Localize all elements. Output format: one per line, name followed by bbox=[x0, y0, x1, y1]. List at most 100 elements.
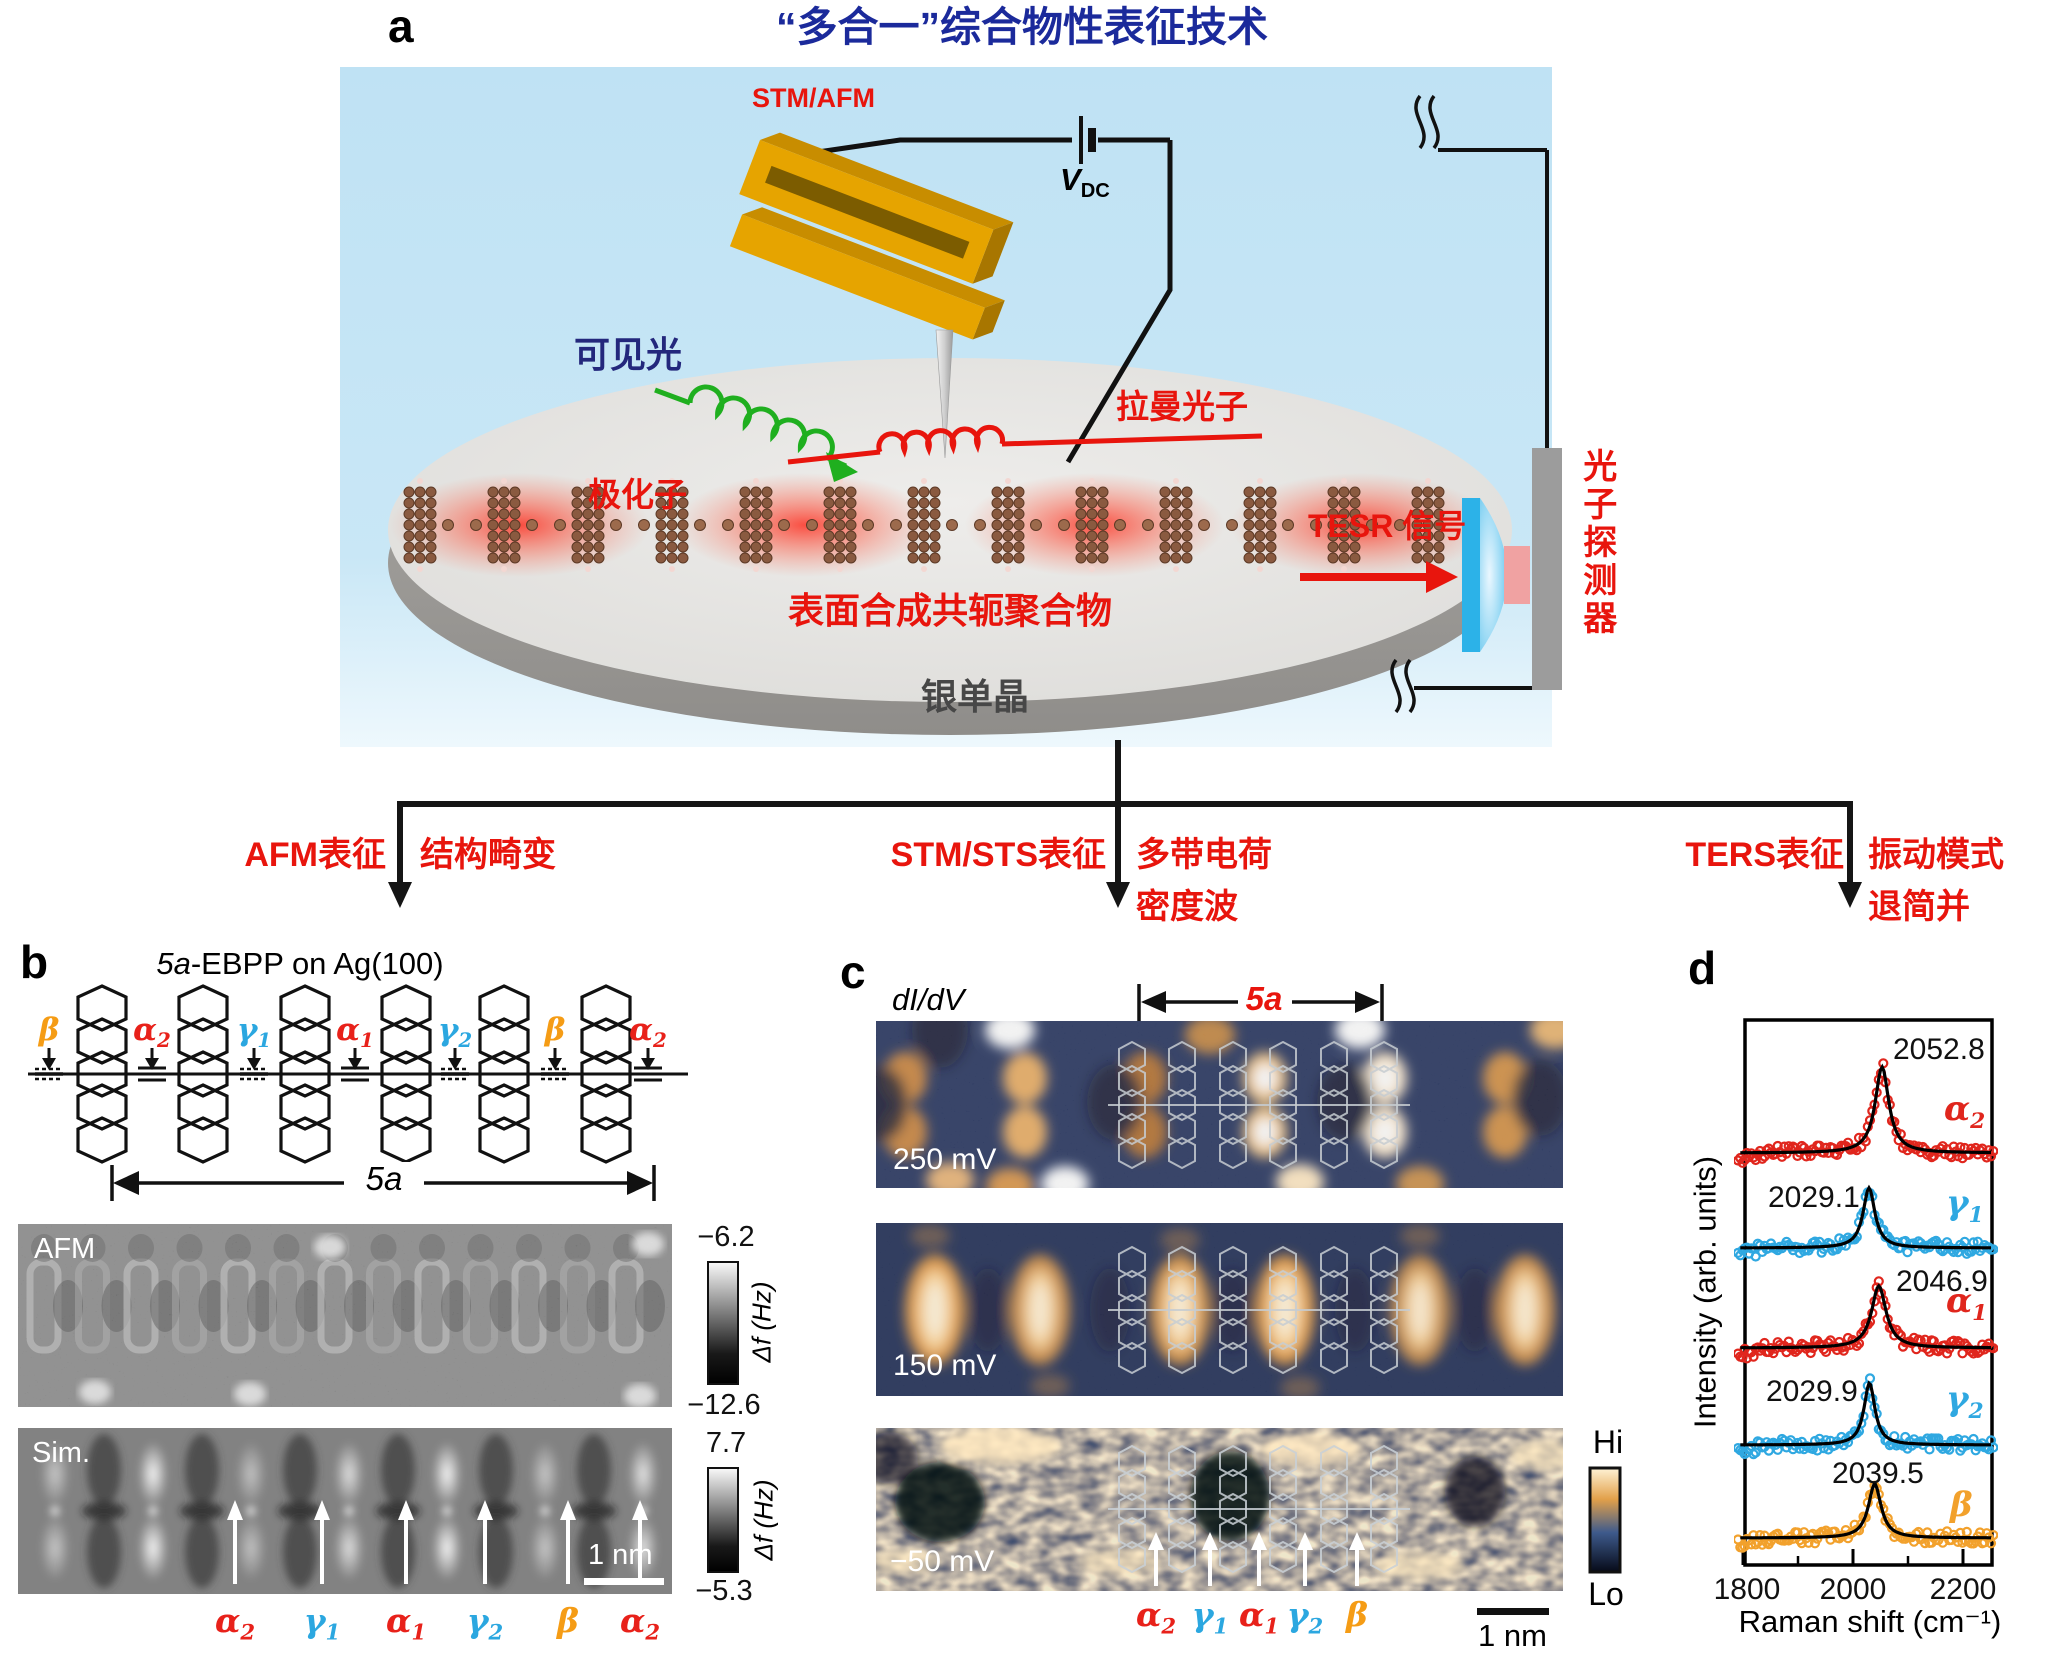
bond-label: γ2 bbox=[437, 1012, 473, 1053]
detector-circuit-wire bbox=[1390, 94, 1549, 714]
sim-cbar-max: 7.7 bbox=[705, 1427, 747, 1459]
bond-label: α2 bbox=[629, 1012, 667, 1053]
didv-map-neg50mV bbox=[876, 1428, 1563, 1591]
site-label: γ1 bbox=[303, 1601, 341, 1645]
didv-map-150mV bbox=[876, 1223, 1563, 1396]
y-axis-label: Intensity (arb. units) bbox=[1687, 1155, 1723, 1429]
panel-b-label: b bbox=[20, 936, 49, 988]
peak-value-label: 2046.9 bbox=[1896, 1265, 1988, 1298]
series-label: γ1 bbox=[1946, 1183, 1984, 1228]
afm-cbar-min: −12.6 bbox=[687, 1389, 761, 1421]
branch-ters-method: TERS表征 bbox=[1685, 836, 1844, 874]
branch-stm-method: STM/STS表征 bbox=[890, 836, 1106, 874]
bias-circuit-wire bbox=[817, 137, 1173, 464]
sim-image bbox=[18, 1428, 672, 1594]
wire-break-icon bbox=[1390, 658, 1416, 714]
polymer-chain bbox=[390, 473, 1490, 577]
stm-cbar-lo: Lo bbox=[1588, 1576, 1624, 1612]
peak-value-label: 2039.5 bbox=[1832, 1457, 1924, 1490]
sim-colorbar bbox=[707, 1467, 739, 1573]
afm-cbar-unit: Δf (Hz) bbox=[746, 1281, 777, 1363]
photon-waves bbox=[654, 384, 1263, 482]
series-label: β bbox=[1950, 1485, 1973, 1525]
site-label: α1 bbox=[385, 1601, 427, 1645]
photon-detector-label: 光子探测器 bbox=[1577, 448, 1616, 638]
substrate-label: 银单晶 bbox=[920, 676, 1030, 717]
branch-ters-outcome1: 振动模式 bbox=[1868, 836, 2004, 874]
figure-title: “多合一”综合物性表征技术 bbox=[776, 4, 1268, 50]
bias-label-250: 250 mV bbox=[893, 1143, 997, 1176]
bond-label: β bbox=[544, 1012, 566, 1048]
x-tick-2200: 2200 bbox=[1929, 1573, 1997, 1606]
battery-icon bbox=[1079, 116, 1096, 164]
peak-value-label: 2052.8 bbox=[1893, 1033, 1985, 1066]
tesr-arrow-icon bbox=[1300, 561, 1458, 593]
branch-afm-method: AFM表征 bbox=[244, 836, 386, 874]
series-label: γ2 bbox=[1946, 1379, 1984, 1424]
bond-label: γ1 bbox=[236, 1012, 272, 1053]
afm-image-label: AFM bbox=[34, 1233, 96, 1265]
collection-lens-icon bbox=[1462, 498, 1507, 652]
panel-c-label: c bbox=[840, 946, 866, 998]
site-label: β bbox=[1346, 1595, 1368, 1634]
site-label: β bbox=[557, 1601, 579, 1640]
afm-cbar-max: −6.2 bbox=[697, 1221, 755, 1253]
raman-spectra-plot bbox=[1734, 1018, 1998, 1567]
detector-window-icon bbox=[1504, 546, 1530, 604]
branch-arrow-afm bbox=[388, 805, 412, 908]
site-label: γ2 bbox=[466, 1601, 504, 1645]
unit-cell-dimension-b bbox=[110, 1165, 656, 1201]
site-label: α2 bbox=[619, 1601, 661, 1645]
sim-cbar-min: −5.3 bbox=[695, 1575, 753, 1607]
method-branch-tree bbox=[388, 740, 1862, 908]
bond-label: β bbox=[38, 1012, 60, 1048]
peak-value-label: 2029.1 bbox=[1768, 1181, 1860, 1214]
branch-ters-outcome2: 退简并 bbox=[1868, 888, 1970, 926]
panel-a-scene bbox=[340, 67, 1562, 747]
cantilever-icon bbox=[729, 132, 1014, 340]
unit-span-label-c: 5a bbox=[1245, 980, 1283, 1017]
stm-scalebar-label: 1 nm bbox=[1478, 1618, 1547, 1653]
site-label: α1 bbox=[1238, 1595, 1280, 1639]
panel-a-label: a bbox=[388, 0, 414, 52]
panel-b-title: 5a-EBPP on Ag(100) bbox=[156, 946, 444, 981]
photon-detector-bar bbox=[1532, 448, 1562, 690]
branch-arrow-stm bbox=[1106, 805, 1130, 908]
series-label: α1 bbox=[1946, 1281, 1988, 1326]
afm-colorbar bbox=[707, 1261, 739, 1385]
didv-map-250mV bbox=[876, 1021, 1563, 1188]
site-label: γ1 bbox=[1191, 1595, 1229, 1639]
raman-photon-label: 拉曼光子 bbox=[1116, 388, 1248, 425]
probe-tip-icon bbox=[935, 329, 954, 459]
bond-label: α1 bbox=[336, 1012, 374, 1053]
bias-label-neg50: −50 mV bbox=[890, 1545, 995, 1578]
series-label: α2 bbox=[1944, 1089, 1986, 1134]
x-axis-label: Raman shift (cm⁻¹) bbox=[1738, 1604, 2002, 1639]
branch-stm-outcome2: 密度波 bbox=[1136, 888, 1238, 926]
visible-light-label: 可见光 bbox=[574, 334, 683, 375]
polymer-label: 表面合成共轭聚合物 bbox=[787, 590, 1113, 631]
site-label: γ2 bbox=[1286, 1595, 1324, 1639]
bond-label: α2 bbox=[133, 1012, 171, 1053]
polaron-label: 极化子 bbox=[588, 476, 687, 513]
scalebar-sim bbox=[584, 1578, 664, 1585]
probe-label: STM/AFM bbox=[752, 83, 875, 113]
sim-scalebar-label: 1 nm bbox=[588, 1539, 653, 1571]
tesr-signal-label: TESR 信号 bbox=[1308, 508, 1467, 544]
branch-stm-outcome1: 多带电荷 bbox=[1136, 836, 1272, 874]
sim-image-label: Sim. bbox=[32, 1437, 90, 1469]
afm-image bbox=[18, 1224, 672, 1407]
panel-d-label: d bbox=[1688, 942, 1717, 994]
bias-label-150: 150 mV bbox=[893, 1349, 997, 1382]
scalebar-stm bbox=[1477, 1608, 1549, 1615]
branch-arrow-ters bbox=[1838, 805, 1862, 908]
site-label: α2 bbox=[214, 1601, 256, 1645]
peak-value-label: 2029.9 bbox=[1766, 1375, 1858, 1408]
unit-span-label-b: 5a bbox=[357, 1161, 411, 1197]
site-label: α2 bbox=[1135, 1595, 1177, 1639]
x-tick-2000: 2000 bbox=[1819, 1573, 1887, 1606]
bias-label: VDC bbox=[1060, 162, 1110, 203]
stm-cbar-hi: Hi bbox=[1592, 1424, 1624, 1460]
